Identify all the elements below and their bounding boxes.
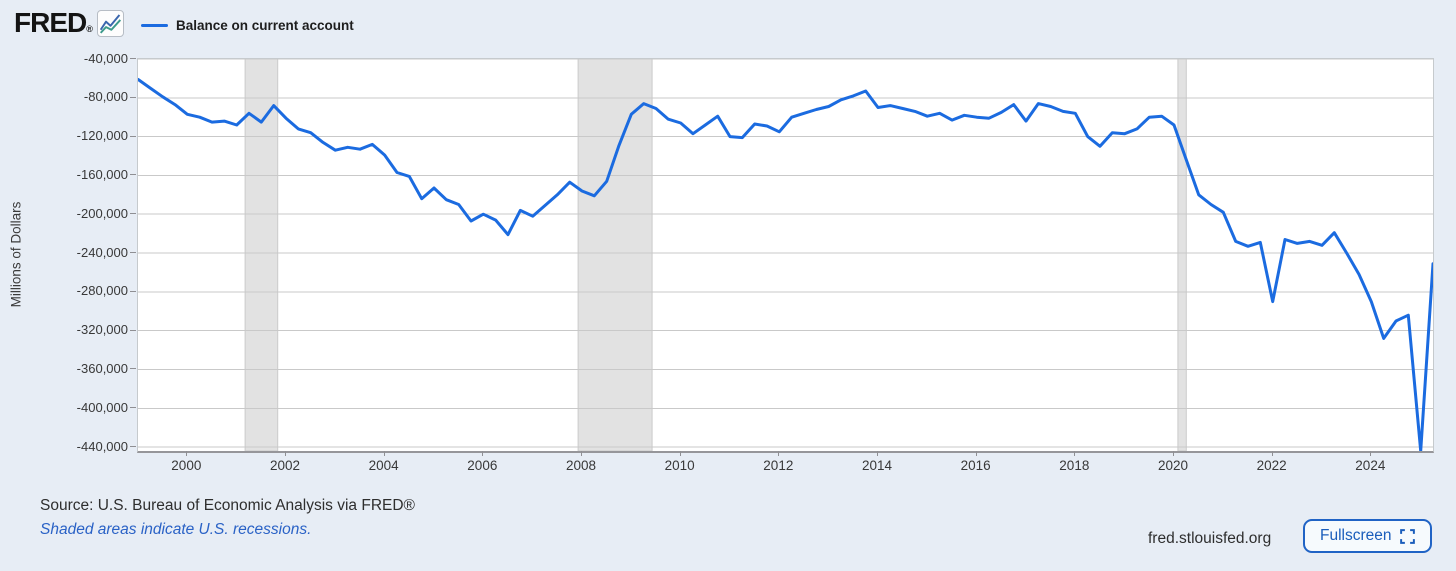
x-tick-mark [186, 451, 188, 456]
x-tick-mark [778, 451, 780, 456]
x-tick-label: 2012 [763, 458, 794, 473]
x-tick-mark [482, 451, 484, 456]
fullscreen-button-label: Fullscreen [1320, 527, 1392, 544]
chart-canvas [138, 59, 1433, 451]
y-tick-mark [130, 213, 136, 215]
x-tick-mark [581, 451, 582, 456]
y-tick-mark [130, 96, 136, 98]
y-tick-mark [130, 252, 136, 254]
y-tick-mark [130, 407, 136, 409]
y-tick-label: -200,000 [76, 205, 128, 221]
y-tick-label: -360,000 [76, 360, 128, 376]
y-tick-label: -400,000 [76, 399, 128, 415]
y-tick-label: -440,000 [76, 438, 128, 454]
x-tick-label: 2024 [1355, 458, 1386, 473]
registered-mark: ® [86, 24, 93, 34]
site-url[interactable]: fred.stlouisfed.org [1148, 530, 1272, 547]
y-tick-label: -120,000 [76, 128, 128, 144]
fullscreen-icon [1399, 528, 1415, 544]
y-tick-mark [130, 174, 136, 176]
y-tick-mark [130, 368, 136, 370]
x-tick-mark [679, 451, 681, 456]
y-tick-mark [130, 58, 136, 59]
y-tick-mark [130, 446, 136, 448]
fred-logo-text: FRED [14, 7, 87, 38]
x-tick-label: 2006 [467, 458, 498, 473]
fullscreen-button[interactable]: Fullscreen [1303, 519, 1432, 553]
y-tick-label: -240,000 [76, 244, 128, 260]
plot-area[interactable] [137, 58, 1434, 453]
x-tick-label: 2022 [1256, 458, 1287, 473]
y-tick-label: -160,000 [76, 166, 128, 182]
x-tick-mark [285, 451, 286, 456]
x-tick-mark [877, 451, 878, 456]
x-tick-label: 2010 [664, 458, 695, 473]
x-tick-label: 2014 [861, 458, 893, 473]
data-line-series [138, 77, 1433, 451]
x-tick-label: 2004 [368, 458, 399, 473]
x-tick-label: 2008 [565, 458, 597, 473]
recession-band [577, 59, 653, 451]
y-axis-title: Millions of Dollars [8, 201, 24, 308]
x-tick-mark [1173, 451, 1174, 456]
recession-note-link[interactable]: Shaded areas indicate U.S. recessions. [40, 521, 312, 538]
fred-logo[interactable]: FRED® [14, 7, 93, 39]
x-tick-label: 2000 [171, 458, 202, 473]
legend-series-label: Balance on current account [176, 18, 354, 33]
x-tick-mark [383, 451, 385, 456]
x-tick-mark [1271, 451, 1273, 456]
x-tick-mark [1074, 451, 1076, 456]
recession-band [244, 59, 279, 451]
y-tick-mark [130, 290, 136, 292]
y-tick-label: -320,000 [76, 322, 128, 338]
x-tick-label: 2002 [269, 458, 301, 473]
x-tick-label: 2018 [1059, 458, 1090, 473]
x-tick-mark [975, 451, 977, 456]
y-tick-mark [130, 329, 136, 331]
legend: Balance on current account [141, 18, 354, 33]
y-tick-label: -40,000 [83, 50, 128, 66]
x-tick-label: 2016 [960, 458, 991, 473]
recession-band [1177, 59, 1187, 451]
y-tick-label: -80,000 [83, 89, 128, 105]
y-tick-mark [130, 135, 136, 137]
fred-sparkline-icon [97, 10, 124, 37]
y-tick-label: -280,000 [76, 283, 128, 299]
x-tick-mark [1370, 451, 1372, 456]
legend-line-swatch [141, 24, 168, 27]
source-text: Source: U.S. Bureau of Economic Analysis… [40, 497, 415, 514]
x-tick-label: 2020 [1157, 458, 1189, 473]
